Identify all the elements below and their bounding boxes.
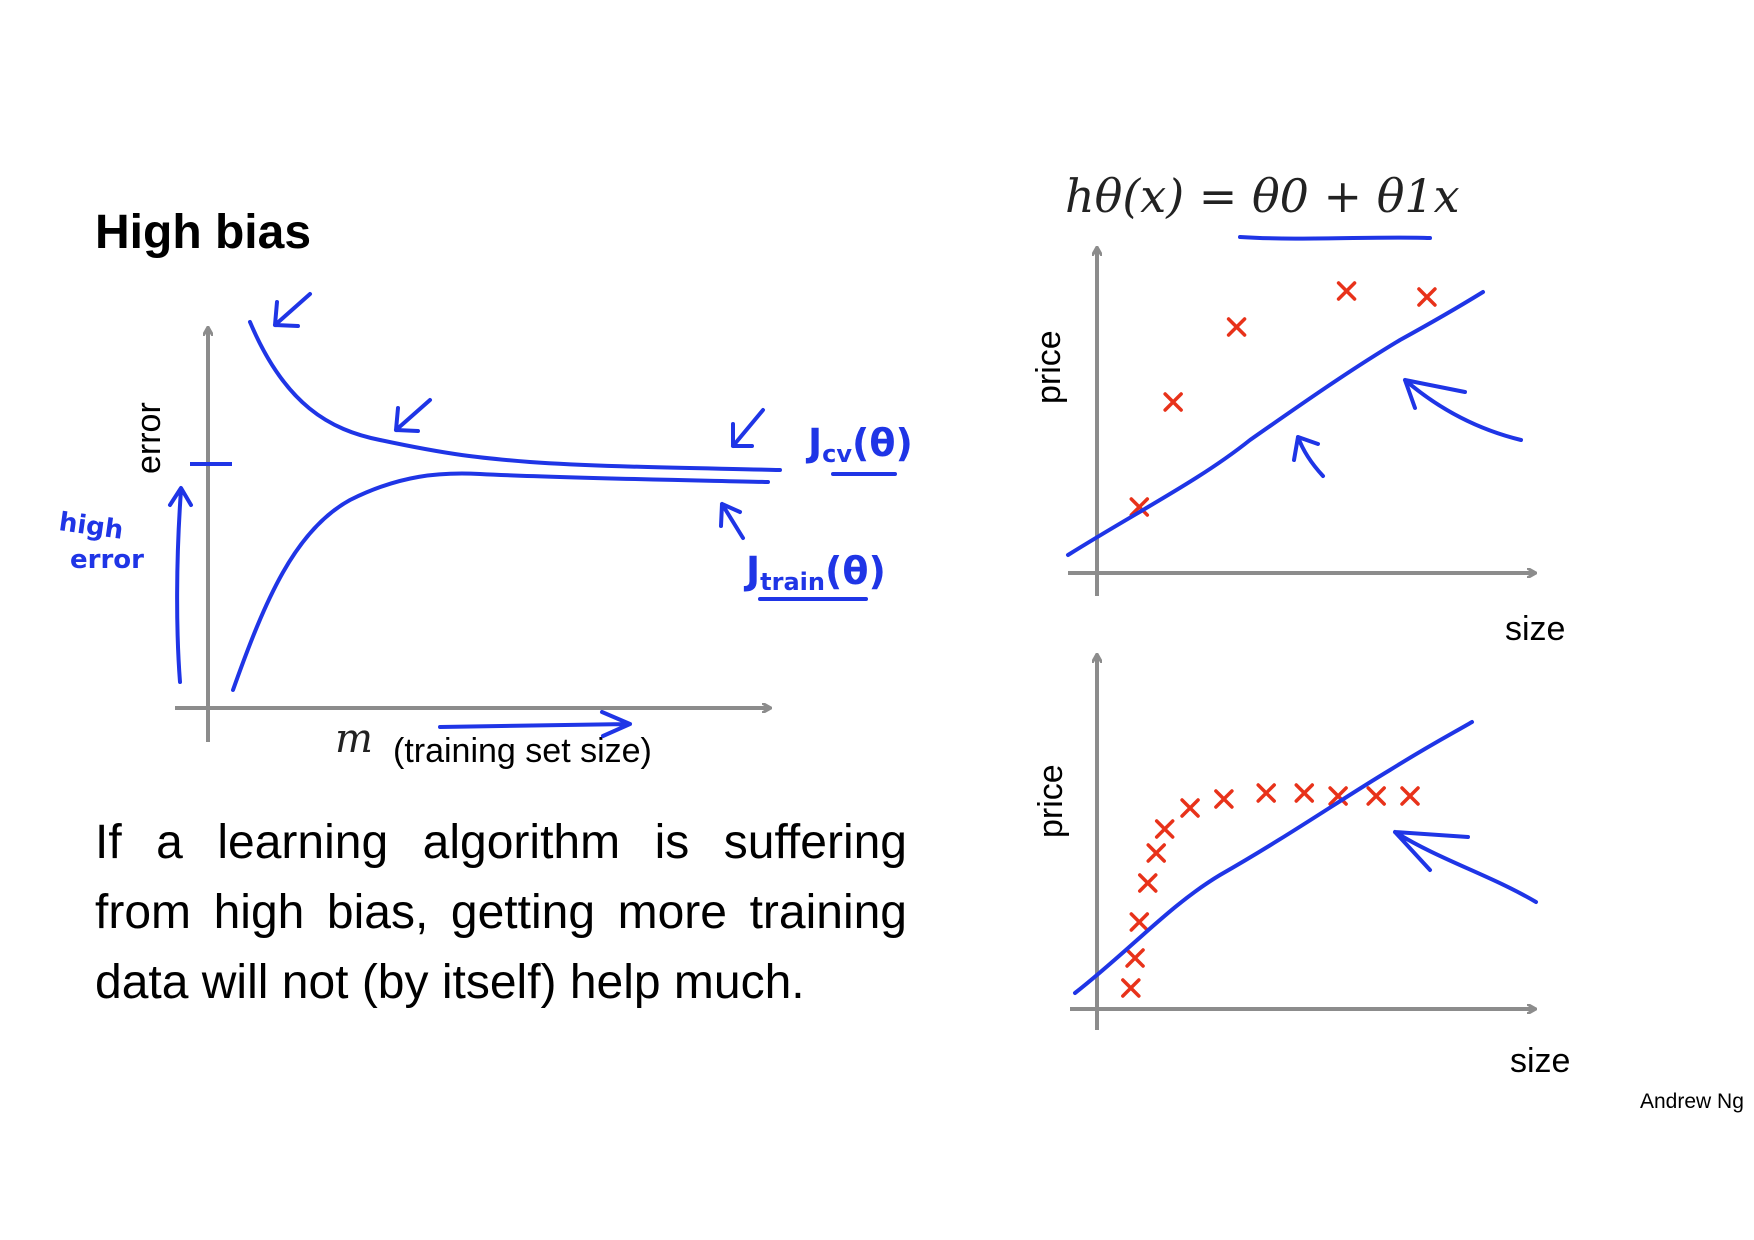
jtrain-label: Jtrain(θ)	[743, 549, 886, 596]
error-axis-label: error	[130, 402, 168, 474]
high-error-note-line2: error	[70, 545, 144, 575]
plot-top-fit-line	[1066, 290, 1485, 557]
data-point-bottom-12	[1366, 786, 1386, 806]
plot-top-points	[1129, 281, 1437, 517]
data-point-bottom-2	[1125, 948, 1145, 968]
plot-top-x-label: size	[1505, 610, 1565, 648]
hypothesis-formula: hθ(x) = θ0 + θ1x	[1065, 169, 1460, 223]
jtrain-curve	[231, 471, 770, 692]
data-point-top-5	[1417, 287, 1437, 307]
high-error-note-line1: high	[57, 507, 125, 546]
data-point-bottom-6	[1154, 819, 1175, 839]
data-point-top-3	[1226, 317, 1247, 337]
plot-bottom-x-label: size	[1510, 1042, 1570, 1080]
data-point-bottom-7	[1180, 798, 1200, 818]
plot-bottom-points	[1121, 783, 1420, 998]
data-point-bottom-1	[1121, 978, 1141, 998]
data-point-bottom-13	[1400, 786, 1420, 806]
pointer-arrow-right-icon	[731, 408, 765, 448]
pointer-arrow-middle-icon	[394, 398, 432, 433]
data-point-bottom-4	[1138, 873, 1158, 893]
data-point-top-4	[1336, 281, 1357, 301]
pointer-arrow-top-icon	[273, 292, 312, 328]
data-point-top-2	[1163, 392, 1183, 412]
more-data-arrow-icon	[438, 710, 632, 738]
body-paragraph: If a learning algorithm is suffering fro…	[95, 816, 907, 1009]
plot-bottom-y-label: price	[1032, 764, 1070, 838]
data-point-bottom-9	[1256, 783, 1276, 803]
learning-curve-diagram: error m (training set size) high error J…	[57, 292, 913, 770]
plot-bottom-pointer-icon	[1393, 830, 1538, 904]
plot-bottom: price size	[1032, 655, 1570, 1080]
plot-top-y-label: price	[1030, 330, 1068, 404]
data-point-bottom-8	[1214, 789, 1234, 809]
plot-bottom-fit-line	[1073, 720, 1474, 995]
training-set-size-label: (training set size)	[393, 732, 652, 770]
high-error-arrow	[168, 486, 193, 684]
data-point-bottom-5	[1146, 843, 1166, 863]
plot-top-pointer-1-icon	[1292, 435, 1325, 478]
data-point-bottom-10	[1294, 783, 1315, 803]
data-point-top-1	[1129, 497, 1150, 517]
formula-underline	[1238, 235, 1432, 241]
data-point-bottom-3	[1129, 912, 1150, 932]
jcv-label: Jcv(θ)	[805, 421, 913, 468]
m-variable: m	[335, 716, 373, 762]
plot-top: price size	[1030, 248, 1565, 648]
plot-top-pointer-2-icon	[1403, 378, 1523, 442]
jcv-curve	[248, 320, 782, 472]
pointer-arrow-train-icon	[719, 502, 745, 540]
author-credit: Andrew Ng	[1640, 1090, 1744, 1113]
slide-title: High bias	[95, 206, 312, 259]
